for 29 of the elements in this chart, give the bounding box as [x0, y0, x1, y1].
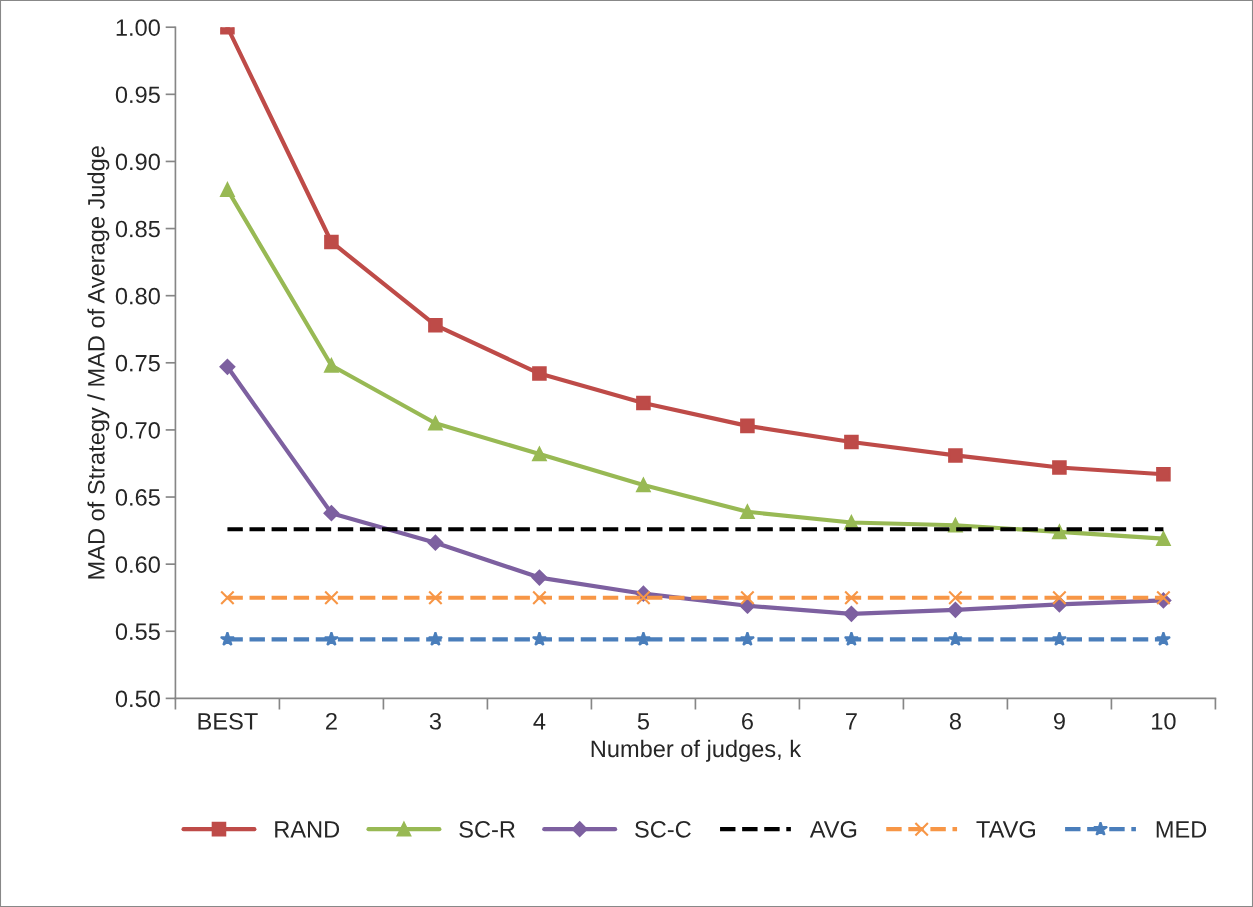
x-tick-label: 9 [1053, 712, 1065, 730]
x-tick-label: 2 [326, 712, 337, 730]
legend-label: SC-R [459, 820, 515, 838]
y-tick-label: 0.85 [115, 220, 160, 238]
y-tick-label: 0.50 [115, 690, 160, 708]
legend-label: TAVG [976, 820, 1035, 838]
y-tick-label: 0.90 [115, 153, 160, 171]
y-tick-label: 0.95 [115, 86, 160, 104]
x-tick-label: 8 [949, 712, 961, 730]
legend-label: SC-C [635, 820, 691, 838]
y-tick-label: 0.75 [115, 354, 160, 372]
x-tick-label: 10 [1152, 712, 1176, 730]
y-tick-label: 0.65 [115, 489, 160, 506]
y-tick-label: 0.70 [115, 421, 160, 439]
y-tick-label: 0.60 [115, 556, 160, 573]
y-tick-label: 1.00 [116, 19, 160, 36]
x-tick-label: 7 [846, 713, 857, 730]
x-tick-label: 6 [742, 712, 753, 730]
legend-label: RAND [275, 821, 340, 838]
x-tick-label: 5 [637, 713, 649, 730]
y-axis-title: MAD of Strategy / MAD of Average Judge [87, 146, 110, 579]
legend-label: AVG [809, 820, 857, 838]
y-tick-label: 0.80 [115, 287, 160, 305]
x-tick-label: BEST [198, 712, 258, 730]
x-axis-title: Number of judges, k [591, 739, 802, 762]
x-tick-label: 3 [429, 712, 441, 730]
x-tick-label: 4 [533, 713, 546, 730]
y-tick-label: 0.55 [115, 623, 160, 641]
legend-label: MED [1156, 821, 1207, 838]
